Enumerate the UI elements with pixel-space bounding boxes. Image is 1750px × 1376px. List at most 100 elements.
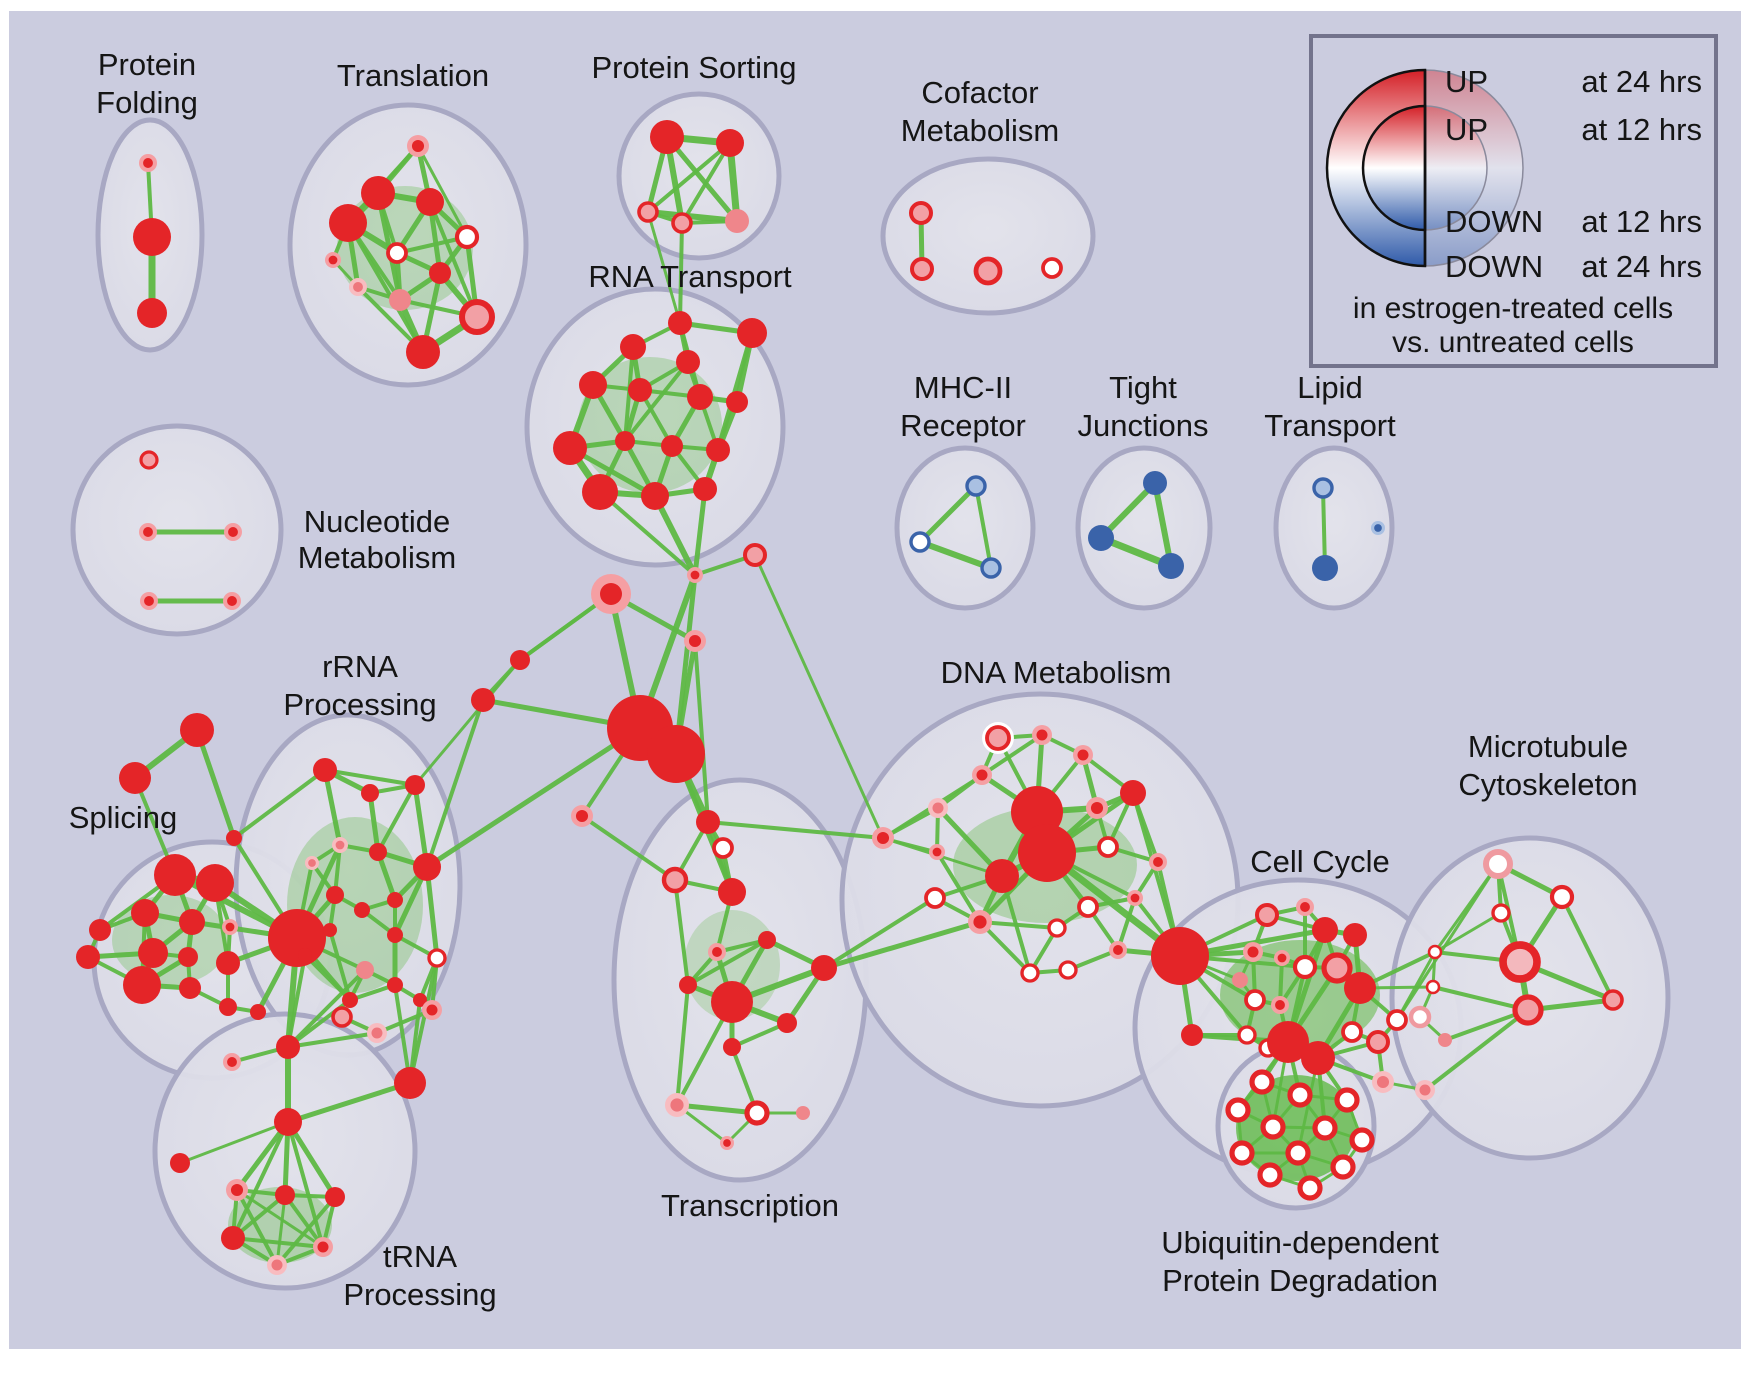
cluster-label-microtubule-line0: Microtubule bbox=[1468, 729, 1628, 764]
cluster-label-ubiquitin-line0: Ubiquitin-dependent bbox=[1161, 1225, 1439, 1260]
edge-m0-m1 bbox=[917, 483, 979, 545]
node-pf1 bbox=[133, 218, 171, 256]
node-tj0 bbox=[1143, 471, 1167, 495]
node-l0 bbox=[1312, 477, 1334, 499]
cluster-label-lipid-transport-line1: Transport bbox=[1264, 408, 1396, 443]
node-r1-body bbox=[737, 318, 767, 348]
node-tr13 bbox=[796, 1106, 810, 1120]
node-d13-body bbox=[1097, 836, 1119, 858]
node-r5 bbox=[628, 378, 652, 402]
node-k0-body bbox=[1255, 903, 1279, 927]
edge-mt5-mt6 bbox=[1431, 985, 1530, 1012]
node-d9-body bbox=[985, 859, 1019, 893]
node-t9 bbox=[459, 299, 495, 335]
node-d13 bbox=[1097, 836, 1119, 858]
edge-rr1-rr5 bbox=[367, 790, 381, 855]
node-s6 bbox=[138, 938, 168, 968]
cluster-label-transcription: Transcription bbox=[661, 1188, 839, 1223]
node-u4 bbox=[1260, 1114, 1286, 1140]
node-m1 bbox=[909, 531, 931, 553]
node-k9-body bbox=[1244, 989, 1266, 1011]
node-t0 bbox=[407, 135, 429, 157]
node-n4 bbox=[223, 592, 241, 610]
node-rr7 bbox=[326, 886, 344, 904]
node-d20 bbox=[1020, 963, 1040, 983]
node-r3-body bbox=[676, 350, 700, 374]
node-s3 bbox=[89, 919, 111, 941]
node-tr7-body bbox=[811, 955, 837, 981]
node-s0 bbox=[154, 854, 196, 896]
node-ps4-body bbox=[725, 209, 749, 233]
node-t10-body bbox=[406, 335, 440, 369]
node-r11-body bbox=[706, 438, 730, 462]
node-q4 bbox=[325, 1187, 345, 1207]
node-d16 bbox=[1077, 896, 1099, 918]
node-A bbox=[180, 713, 214, 747]
node-k14 bbox=[1267, 1021, 1309, 1063]
node-tr1 bbox=[712, 837, 734, 859]
node-mt4-body bbox=[1427, 944, 1443, 960]
node-mt8-body bbox=[1408, 1005, 1432, 1029]
node-d20-body bbox=[1020, 963, 1040, 983]
edge-cc3-tr0 bbox=[693, 639, 710, 824]
edge-tr9-tr10 bbox=[730, 1021, 789, 1049]
edge-t0-t4 bbox=[416, 144, 469, 239]
node-p0 bbox=[1372, 1071, 1394, 1093]
cluster-label-cofactor-line1: Metabolism bbox=[901, 113, 1060, 148]
node-t1-body bbox=[361, 176, 395, 210]
node-d4-core bbox=[932, 802, 944, 814]
edge-tj0-tj2 bbox=[1152, 480, 1174, 569]
node-cc0-core bbox=[690, 570, 700, 580]
node-d2-core bbox=[1077, 749, 1089, 761]
edge-nq6-rr12 bbox=[408, 956, 439, 1085]
edge-d15-d18 bbox=[1116, 896, 1137, 952]
legend-entry-2-direction: DOWN bbox=[1445, 204, 1543, 239]
node-mt4 bbox=[1427, 944, 1443, 960]
cluster-label-tight-junctions: Tight Junctions bbox=[1078, 370, 1209, 443]
node-d1-core bbox=[1036, 729, 1048, 741]
edge-q0-q5 bbox=[231, 1120, 290, 1240]
node-d2 bbox=[1073, 745, 1093, 765]
node-s2 bbox=[131, 899, 159, 927]
node-t9-body bbox=[459, 299, 495, 335]
node-d12 bbox=[968, 910, 992, 934]
node-B bbox=[119, 762, 151, 794]
cluster-label-trna-processing: tRNA Processing bbox=[343, 1239, 496, 1312]
node-k20 bbox=[1232, 972, 1248, 988]
edge-rr2-rr5 bbox=[376, 783, 417, 854]
node-nq-body bbox=[276, 1035, 300, 1059]
node-rr2 bbox=[405, 775, 425, 795]
cluster-label-cell-cycle-line0: Cell Cycle bbox=[1250, 844, 1390, 879]
node-ps2 bbox=[637, 201, 659, 223]
node-H2-body bbox=[647, 725, 705, 783]
edge-r13-cc0 bbox=[652, 493, 698, 578]
cluster-label-ubiquitin-line1: Protein Degradation bbox=[1162, 1263, 1438, 1298]
node-d5-body bbox=[1120, 780, 1146, 806]
node-tr12-body bbox=[744, 1100, 770, 1126]
node-cc0 bbox=[687, 567, 703, 583]
node-tr7 bbox=[811, 955, 837, 981]
node-d11-body bbox=[924, 887, 946, 909]
node-rr3 bbox=[332, 837, 348, 853]
node-r10-body bbox=[661, 435, 683, 457]
node-t6 bbox=[429, 262, 451, 284]
node-u6 bbox=[1349, 1127, 1375, 1153]
node-rr14 bbox=[298, 948, 312, 962]
edge-tr2-tr6 bbox=[673, 878, 690, 987]
node-mt2-body bbox=[1491, 903, 1511, 923]
edge-bn-cc1 bbox=[753, 553, 885, 840]
node-r10 bbox=[661, 435, 683, 457]
node-k14-body bbox=[1267, 1021, 1309, 1063]
edge-ps2-ps4 bbox=[645, 209, 740, 224]
node-r0-body bbox=[668, 311, 692, 335]
cluster-label-protein-folding: Protein Folding bbox=[96, 47, 198, 120]
node-nq6-body bbox=[394, 1067, 426, 1099]
node-r2-body bbox=[620, 334, 646, 360]
node-C bbox=[226, 830, 242, 846]
node-br1 bbox=[510, 650, 530, 670]
node-k8-body bbox=[1344, 972, 1376, 1004]
node-s11-body bbox=[216, 951, 240, 975]
node-tr8-body bbox=[711, 981, 753, 1023]
edge-ps1-ps3 bbox=[680, 141, 732, 225]
node-br1-body bbox=[510, 650, 530, 670]
